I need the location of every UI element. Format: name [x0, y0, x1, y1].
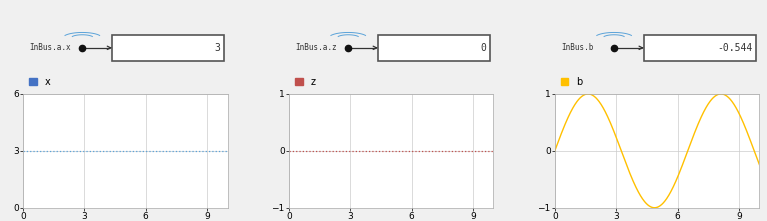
Text: 0: 0 — [480, 43, 486, 53]
Text: -0.544: -0.544 — [717, 43, 752, 53]
Legend: x: x — [28, 76, 51, 88]
Legend: b: b — [560, 76, 584, 88]
Text: InBus.a.x: InBus.a.x — [29, 43, 71, 52]
Text: InBus.a.z: InBus.a.z — [295, 43, 337, 52]
Legend: z: z — [294, 76, 316, 88]
Text: 3: 3 — [215, 43, 220, 53]
Bar — [112, 35, 225, 61]
Bar — [644, 35, 756, 61]
Text: InBus.b: InBus.b — [561, 43, 594, 52]
Bar — [378, 35, 490, 61]
